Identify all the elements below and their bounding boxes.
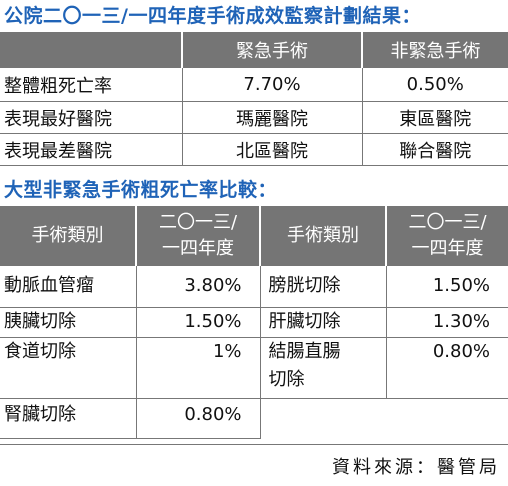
row-label: 整體粗死亡率 xyxy=(0,68,182,102)
header-year-left: 二〇一三/ 一四年度 xyxy=(135,206,260,266)
header-year-line1: 二〇一三/ xyxy=(158,212,238,233)
header-emergency: 緊急手術 xyxy=(181,32,362,68)
footer: 資料來源：醫管局 xyxy=(0,444,508,486)
surgery-name: 食道切除 xyxy=(0,337,136,399)
table-row: 表現最好醫院 瑪麗醫院 東區醫院 xyxy=(0,101,508,134)
mortality-rate: 1.50% xyxy=(135,307,260,338)
surgery-name-line2: 切除 xyxy=(268,369,305,390)
mortality-rate: 0.80% xyxy=(385,337,508,399)
mortality-rate: 1.30% xyxy=(385,307,508,338)
mortality-rate: 1% xyxy=(135,337,260,399)
header-non-emergency: 非緊急手術 xyxy=(361,32,508,68)
table-row: 整體粗死亡率 7.70% 0.50% xyxy=(0,68,508,102)
non-emergency-value: 聯合醫院 xyxy=(361,133,508,166)
surgery-name: 腎臟切除 xyxy=(0,398,136,439)
empty-cell xyxy=(386,399,508,439)
surgery-name: 膀胱切除 xyxy=(259,266,386,308)
mortality-table-header: 手術類別 二〇一三/ 一四年度 手術類別 二〇一三/ 一四年度 xyxy=(0,206,508,266)
outcome-table-header: 緊急手術 非緊急手術 xyxy=(0,32,508,68)
header-year-line1: 二〇一三/ xyxy=(408,212,487,233)
header-surgery-type-right: 手術類別 xyxy=(259,206,386,266)
mortality-rate: 1.50% xyxy=(385,266,508,308)
title-surgical-outcome: 公院二〇一三/一四年度手術成效監察計劃結果： xyxy=(4,5,421,27)
table-row: 表現最差醫院 北區醫院 聯合醫院 xyxy=(0,133,508,166)
table-row: 胰臟切除 1.50% 肝臟切除 1.30% xyxy=(0,307,508,338)
table-row: 動脈血管瘤 3.80% 膀胱切除 1.50% xyxy=(0,266,508,308)
surgery-name-line1: 結腸直腸 xyxy=(268,341,341,362)
title-mortality-comparison: 大型非緊急手術粗死亡率比較： xyxy=(4,179,278,201)
emergency-value: 7.70% xyxy=(181,68,362,102)
non-emergency-value: 東區醫院 xyxy=(361,101,508,134)
surgery-name: 肝臟切除 xyxy=(259,307,386,338)
emergency-value: 瑪麗醫院 xyxy=(181,101,362,134)
emergency-value: 北區醫院 xyxy=(181,133,362,166)
header-year-line2: 一四年度 xyxy=(411,238,484,259)
header-year-line2: 一四年度 xyxy=(162,238,234,259)
header-blank xyxy=(0,32,182,68)
empty-cell xyxy=(259,398,386,439)
row-label: 表現最差醫院 xyxy=(0,133,182,166)
mortality-rate: 0.80% xyxy=(135,398,260,439)
non-emergency-value: 0.50% xyxy=(361,68,508,102)
mortality-table: 手術類別 二〇一三/ 一四年度 手術類別 二〇一三/ 一四年度 動脈血管瘤 3.… xyxy=(0,206,508,439)
header-year-right: 二〇一三/ 一四年度 xyxy=(385,206,508,266)
surgery-name: 動脈血管瘤 xyxy=(0,266,136,308)
surgery-name: 胰臟切除 xyxy=(0,307,136,338)
row-label: 表現最好醫院 xyxy=(0,101,182,134)
table-row: 食道切除 1% 結腸直腸 切除 0.80% xyxy=(0,337,508,399)
mortality-rate: 3.80% xyxy=(135,266,260,308)
outcome-table: 緊急手術 非緊急手術 整體粗死亡率 7.70% 0.50% 表現最好醫院 瑪麗醫… xyxy=(0,32,508,166)
surgery-name: 結腸直腸 切除 xyxy=(259,337,386,399)
header-surgery-type-left: 手術類別 xyxy=(0,206,136,266)
table-row: 腎臟切除 0.80% xyxy=(0,398,508,439)
source-note: 資料來源：醫管局 xyxy=(332,457,500,478)
